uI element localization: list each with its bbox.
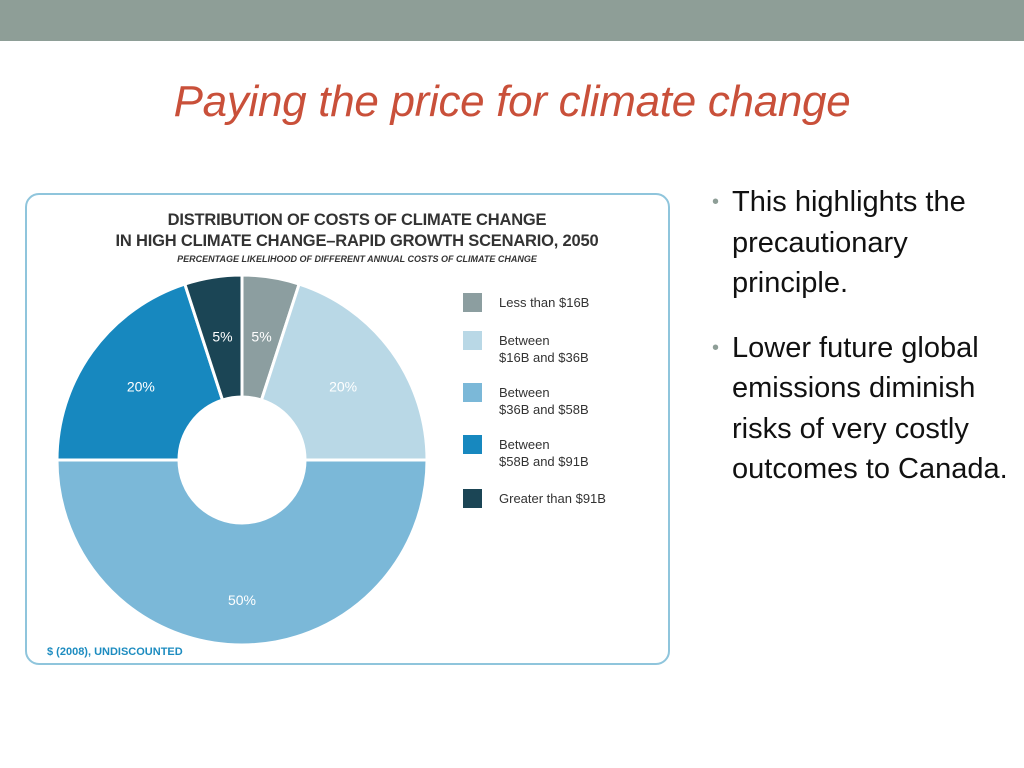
legend-swatch: [463, 293, 482, 312]
bullet-text: Lower future global emissions diminish r…: [732, 331, 1008, 486]
legend-label: Between $16B and $36B: [499, 333, 589, 365]
donut-slice: [55, 282, 225, 462]
chart-card: DISTRIBUTION OF COSTS OF CLIMATE CHANGE …: [25, 193, 670, 665]
bullet-item: • This highlights the precautionary princ…: [712, 182, 1012, 304]
top-band: [0, 0, 1024, 41]
slide-title: Paying the price for climate change: [173, 77, 851, 126]
donut-slice: [182, 273, 244, 402]
legend-label: Greater than $91B: [499, 491, 606, 506]
slice-data-label: 20%: [127, 379, 155, 395]
legend-swatch: [463, 331, 482, 350]
bullet-dot-icon: •: [712, 336, 720, 359]
bullet-dot-icon: •: [712, 191, 720, 213]
bullet-text: This highlights the precautionary princi…: [732, 186, 966, 299]
chart-subtitle: PERCENTAGE LIKELIHOOD OF DIFFERENT ANNUA…: [177, 254, 537, 264]
bullet-list: • This highlights the precautionary princ…: [712, 182, 1012, 490]
legend-label: Between $58B and $91B: [499, 437, 589, 469]
legend-swatch: [463, 489, 482, 508]
donut-chart: 5% 20% 50% 20% 5%: [55, 273, 429, 647]
chart-footnote: $ (2008), UNDISCOUNTED: [47, 646, 183, 658]
slice-data-label: 20%: [329, 379, 357, 395]
bullet-item: • Lower future global emissions diminish …: [712, 328, 1012, 490]
donut-slice: [55, 458, 429, 647]
donut-slice: [259, 282, 429, 462]
slice-data-label: 50%: [228, 592, 256, 608]
slice-data-label: 5%: [212, 329, 232, 345]
legend-swatch: [463, 435, 482, 454]
slice-data-label: 5%: [251, 329, 271, 345]
chart-title-line-1: DISTRIBUTION OF COSTS OF CLIMATE CHANGE: [167, 211, 547, 229]
chart-title: DISTRIBUTION OF COSTS OF CLIMATE CHANGE …: [107, 210, 607, 252]
legend-label: Less than $16B: [499, 295, 590, 310]
legend-swatch: [463, 383, 482, 402]
chart-title-line-2: IN HIGH CLIMATE CHANGE–RAPID GROWTH SCEN…: [115, 232, 599, 250]
legend-label: Between $36B and $58B: [499, 385, 589, 417]
